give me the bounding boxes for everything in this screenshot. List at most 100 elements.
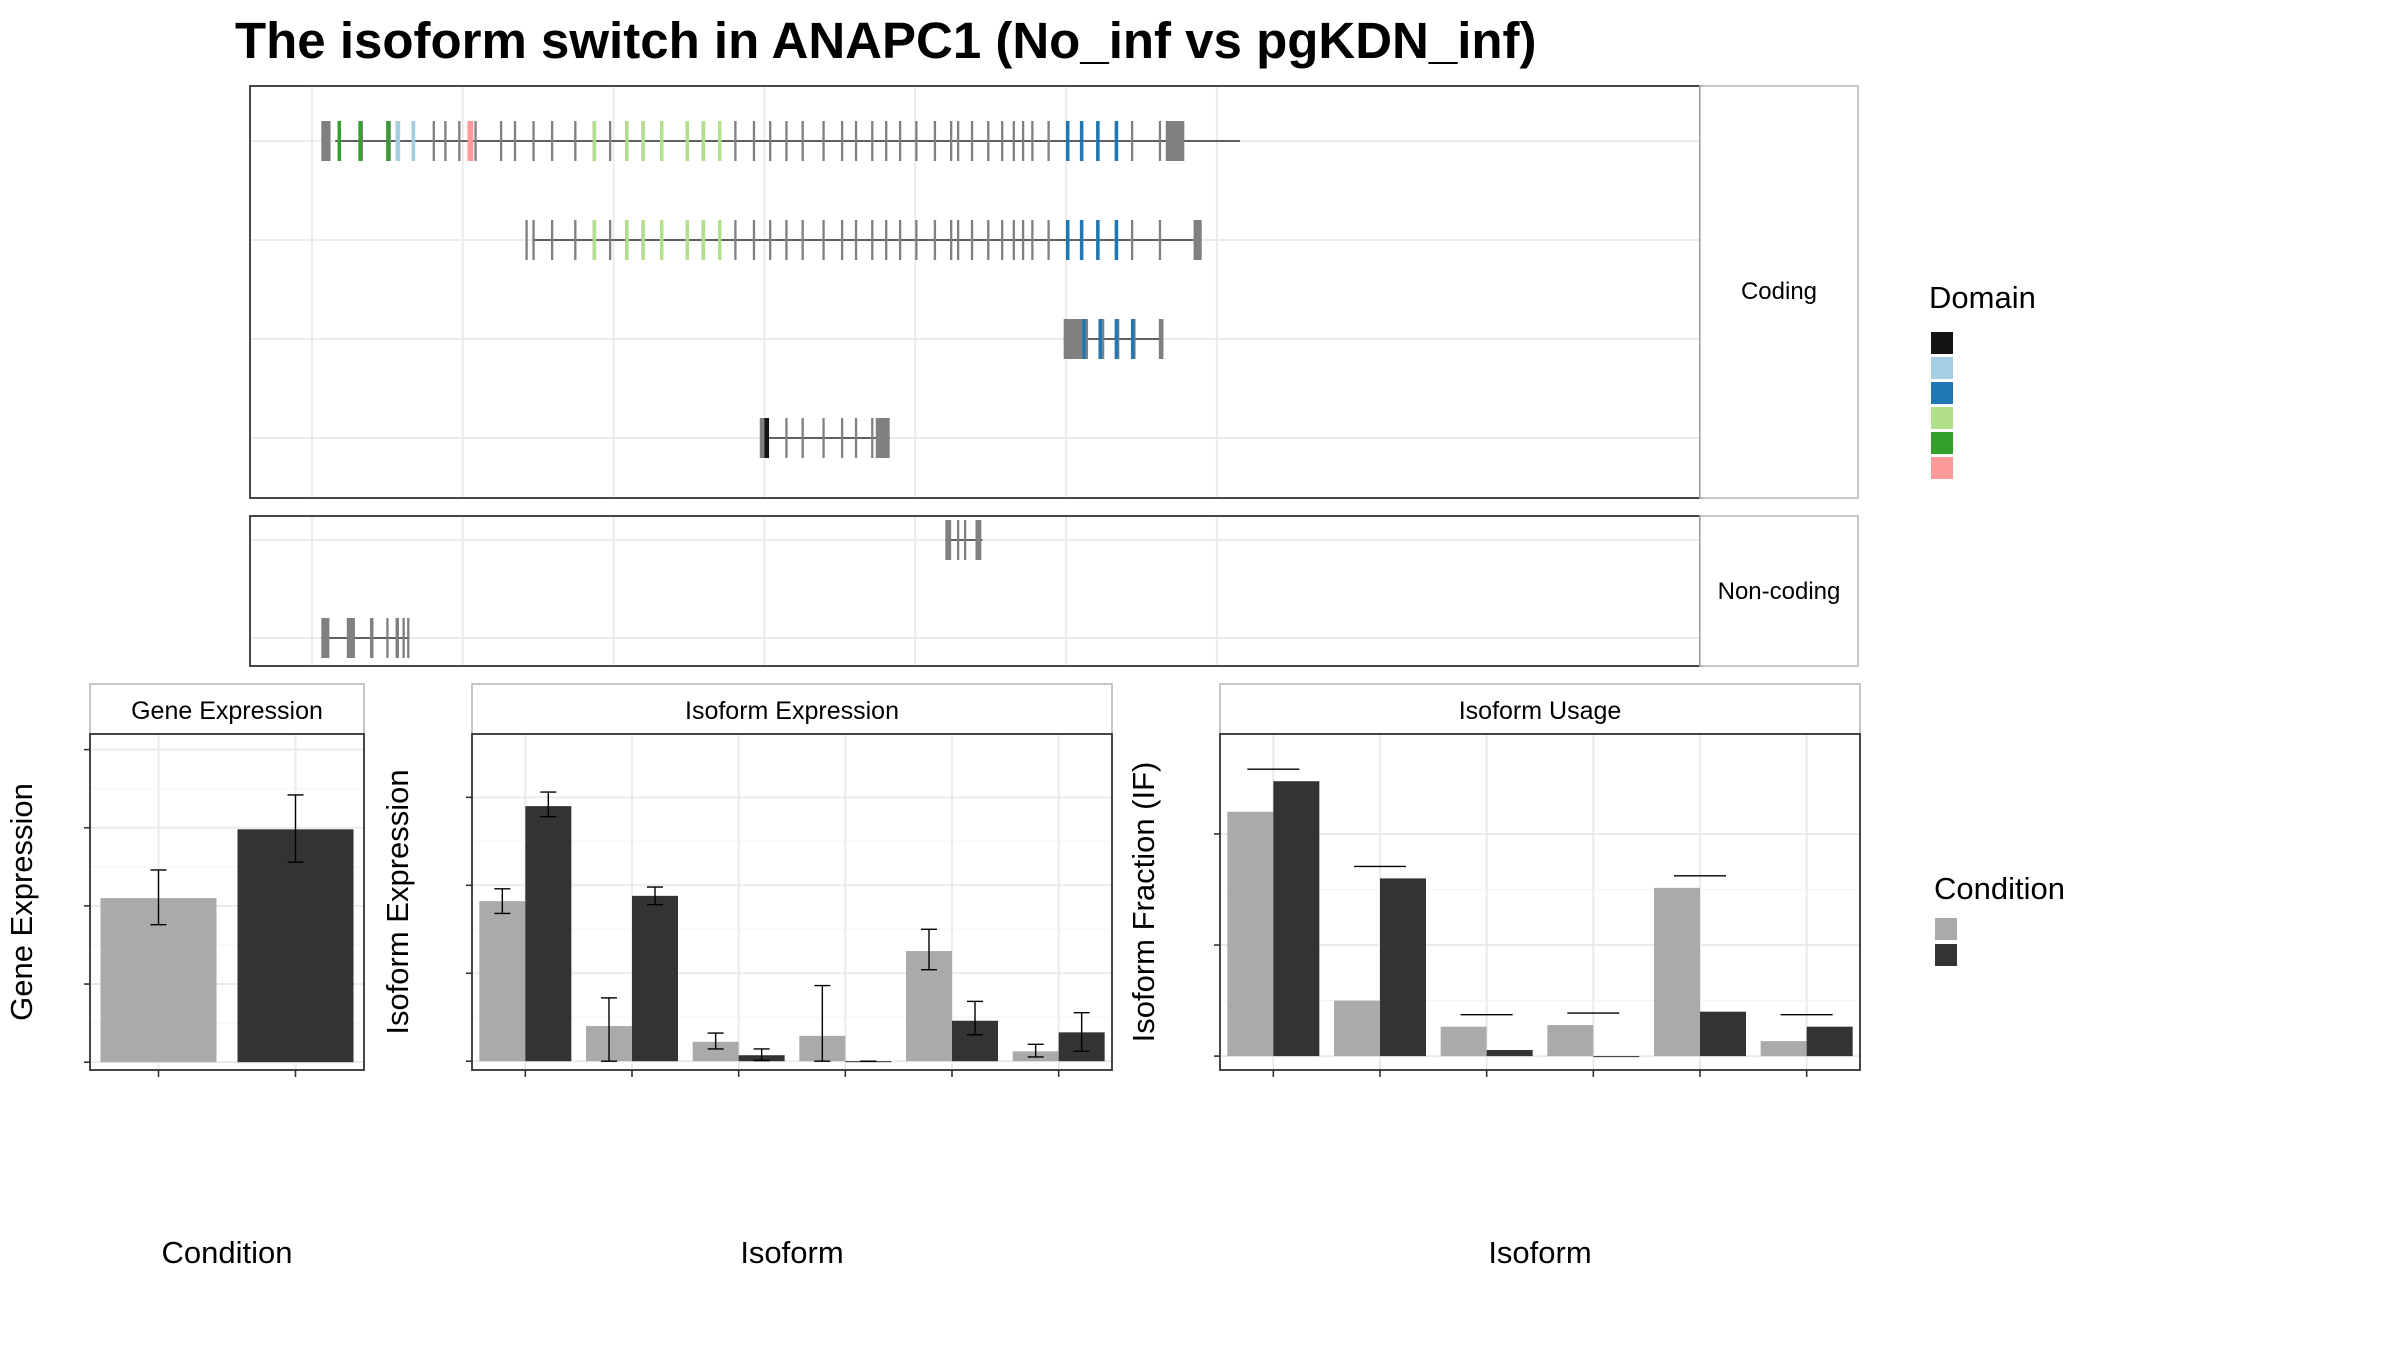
domain-apc1-midn [660,121,664,161]
bar-no-inf [1440,1026,1487,1057]
domain-idr [467,121,474,161]
structure-coding-panel: Coding [249,85,1859,499]
domain-apc1-midn [592,220,597,260]
exon [1001,220,1004,260]
exon [1158,121,1162,161]
exon [871,220,874,260]
legend-swatch-anapc1 [1931,357,1953,379]
error-bar [814,984,831,1062]
isoform-track-mstrg-16880-122 [321,618,410,658]
bar-no-inf [1547,1025,1594,1057]
exon [769,220,772,260]
bar-no-inf [1654,887,1700,1057]
exon [574,121,577,161]
exon [1021,220,1025,260]
exon [1021,121,1025,161]
exon [346,618,355,658]
legend-swatch-idr [1931,457,1953,479]
exon [987,220,990,260]
isoform-track-enst00000462785 [1063,319,1164,359]
error-bar [921,928,937,971]
domain-legend: Domain [1929,280,2036,479]
exon [1165,121,1185,161]
exon [1193,220,1202,260]
exon [956,121,960,161]
exon [785,418,788,458]
domain-apc1-n [337,121,341,161]
exon [970,220,974,260]
isoform-expression-xlabel: Isoform [740,1235,843,1270]
error-bar [967,1000,983,1036]
domain-anapc1 [411,121,416,161]
exon [822,418,825,458]
legend-swatch-no-inf [1935,918,1957,940]
condition-legend-title: Condition [1934,871,2065,906]
domain-apc1-midn [701,121,706,161]
exon [608,121,612,161]
exon [769,121,772,161]
domain-apc1-midn [685,220,689,260]
exon [933,220,937,260]
exon [474,121,477,161]
isoform-usage-xlabel: Isoform [1488,1235,1591,1270]
exon [321,618,330,658]
domain-apc1-c [1114,319,1119,359]
domain-apc1-midn [625,121,629,161]
bar-pgkdn-inf [1700,1011,1746,1057]
exon [734,220,737,260]
exon [871,121,874,161]
bar-pgkdn-inf [237,829,354,1063]
structure-noncoding-panel: Non-coding [249,515,1859,667]
exon [458,121,461,161]
facet-label-noncoding: Non-coding [1718,578,1841,605]
isoform-expression-ylabel: Isoform Expression [380,769,415,1034]
exon [854,220,858,260]
exon [875,418,890,458]
bar-pgkdn-inf [632,895,678,1062]
exon [752,220,756,260]
domain-apc1-midn [625,220,629,260]
exon [822,220,825,260]
exon [444,121,447,161]
error-bar [494,888,511,915]
exon [370,618,374,658]
exon [785,121,788,161]
exon [321,121,331,161]
isoform-usage-ylabel: Isoform Fraction (IF) [1126,762,1161,1043]
error-bar [647,886,663,906]
exon [822,121,825,161]
exon [898,121,902,161]
domain-apc1-midn [592,121,597,161]
exon [1130,121,1134,161]
domain-apc1-c [1066,220,1070,260]
exon [574,220,577,260]
exon [785,220,788,260]
exon [963,520,967,560]
error-bar [150,869,167,926]
error-bar [753,1048,770,1062]
domain-signal-peptide [764,418,770,458]
bar-pgkdn-inf [1486,1050,1533,1057]
domain-apc1-c [1096,121,1100,161]
bar-pgkdn-inf [1593,1056,1640,1058]
isoform-expression-chart: Isoform Expression Isoform Isoform Expre… [380,683,1113,1270]
exon [608,220,612,260]
domain-apc1-n [386,121,390,161]
exon [885,220,888,260]
bar-no-inf [1334,1000,1380,1057]
error-bar [287,794,304,863]
exon [402,618,405,658]
isoform-usage-chart-title: Isoform Usage [1459,697,1622,725]
domain-apc1-midn [660,220,664,260]
bar-pgkdn-inf [1273,781,1320,1057]
exon [933,121,937,161]
domain-apc1-midn [641,121,645,161]
bar-no-inf [1760,1041,1807,1057]
bar-no-inf [479,901,526,1062]
exon [885,121,888,161]
exon [734,121,737,161]
bar-no-inf [100,898,217,1063]
exon [386,618,389,658]
exon [1012,121,1015,161]
exon [407,618,410,658]
